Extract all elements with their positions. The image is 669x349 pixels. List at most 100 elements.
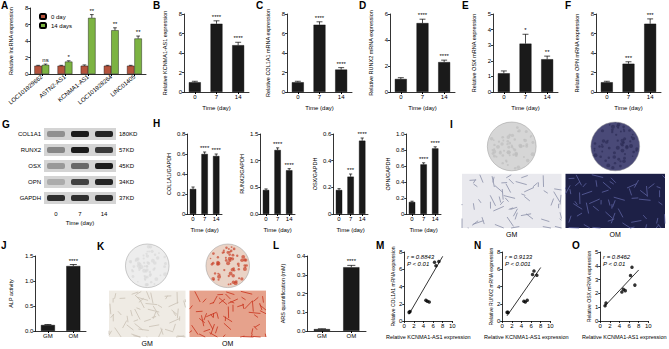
svg-text:****: ****	[419, 156, 429, 162]
svg-text:***: ***	[647, 12, 655, 18]
svg-text:**: **	[89, 8, 94, 14]
svg-text:Relative COL1A1 mRNA expressio: Relative COL1A1 mRNA expression	[265, 9, 271, 97]
svg-text:45KD: 45KD	[119, 163, 135, 169]
svg-text:4: 4	[497, 284, 501, 290]
svg-text:****: ****	[233, 35, 243, 41]
svg-text:10: 10	[547, 323, 554, 329]
svg-text:8: 8	[282, 11, 286, 17]
svg-text:Relative KCNMA1-AS1 expression: Relative KCNMA1-AS1 expression	[386, 334, 471, 340]
svg-text:8: 8	[399, 249, 403, 255]
svg-text:F: F	[565, 0, 571, 11]
svg-text:Relative OSX mRNA expression: Relative OSX mRNA expression	[471, 14, 477, 93]
svg-text:0: 0	[54, 211, 58, 217]
svg-text:2: 2	[591, 70, 595, 76]
svg-text:0: 0	[410, 216, 414, 222]
svg-text:Relative COL1A1 mRNA expressio: Relative COL1A1 mRNA expression	[390, 246, 396, 326]
svg-text:6: 6	[282, 31, 286, 37]
svg-text:OM: OM	[222, 340, 233, 347]
svg-text:0: 0	[605, 94, 609, 100]
svg-text:****: ****	[358, 131, 368, 137]
svg-text:H: H	[153, 118, 160, 129]
svg-text:14: 14	[286, 216, 293, 222]
svg-text:I: I	[450, 119, 453, 130]
svg-text:2: 2	[282, 70, 286, 76]
svg-text:Relative RUNX2 mRNA expression: Relative RUNX2 mRNA expression	[488, 247, 494, 325]
svg-text:0: 0	[385, 89, 389, 95]
svg-text:14: 14	[441, 94, 448, 100]
svg-text:GM: GM	[43, 333, 53, 339]
svg-text:GM: GM	[317, 333, 327, 339]
svg-text:K: K	[97, 241, 105, 252]
svg-text:0.4: 0.4	[297, 253, 306, 259]
svg-text:Time (day): Time (day)	[263, 227, 291, 233]
svg-text:**: **	[113, 21, 118, 27]
svg-text:Time (day): Time (day)	[614, 105, 642, 111]
svg-text:6: 6	[529, 323, 533, 329]
svg-text:1.0: 1.0	[25, 278, 34, 284]
svg-text:OPN/GAPDH: OPN/GAPDH	[385, 157, 391, 190]
svg-text:****: ****	[431, 140, 441, 146]
svg-text:8: 8	[539, 323, 543, 329]
svg-text:N: N	[474, 240, 481, 251]
svg-text:7: 7	[627, 94, 631, 100]
svg-text:**: **	[136, 29, 141, 35]
svg-text:Relative KCNMA1-AS1 expression: Relative KCNMA1-AS1 expression	[484, 334, 569, 340]
svg-text:4: 4	[422, 323, 426, 329]
svg-text:Relative OPN mRNA expression: Relative OPN mRNA expression	[574, 14, 580, 93]
svg-text:COL1A1/GAPDH: COL1A1/GAPDH	[166, 153, 172, 195]
svg-text:****: ****	[285, 162, 295, 168]
svg-text:5: 5	[488, 11, 492, 17]
svg-text:LINC01405: LINC01405	[109, 73, 137, 98]
svg-text:0.3: 0.3	[297, 272, 306, 278]
svg-text:0.2: 0.2	[396, 195, 405, 201]
svg-text:8: 8	[497, 249, 501, 255]
svg-text:0: 0	[501, 323, 505, 329]
svg-text:Time (day): Time (day)	[336, 227, 364, 233]
svg-text:7: 7	[215, 94, 219, 100]
svg-text:6: 6	[627, 323, 631, 329]
svg-text:****: ****	[315, 15, 325, 21]
svg-text:14: 14	[432, 216, 439, 222]
svg-text:6: 6	[385, 11, 389, 17]
svg-text:0.5: 0.5	[25, 303, 34, 309]
svg-text:ns: ns	[42, 57, 48, 63]
svg-text:Relative KCNMA1-AS1 expression: Relative KCNMA1-AS1 expression	[162, 11, 168, 96]
svg-text:Time (day): Time (day)	[409, 227, 437, 233]
svg-text:0: 0	[296, 94, 300, 100]
svg-text:Relative KCNMA1-AS1 expression: Relative KCNMA1-AS1 expression	[582, 334, 667, 340]
svg-text:2: 2	[497, 301, 501, 307]
svg-text:****: ****	[212, 147, 222, 153]
svg-text:0: 0	[337, 216, 341, 222]
svg-text:2: 2	[399, 301, 403, 307]
svg-text:0: 0	[282, 89, 286, 95]
svg-text:6: 6	[591, 31, 595, 37]
svg-text:4: 4	[179, 50, 183, 56]
svg-text:4: 4	[488, 27, 492, 33]
svg-text:0: 0	[599, 323, 603, 329]
svg-text:37KD: 37KD	[119, 195, 135, 201]
svg-text:r = 0.9133: r = 0.9133	[505, 254, 533, 260]
svg-text:0: 0	[399, 94, 403, 100]
svg-text:180KD: 180KD	[119, 131, 138, 137]
svg-text:Relative lncRNA expression: Relative lncRNA expression	[8, 7, 14, 75]
svg-text:0: 0	[403, 323, 407, 329]
svg-text:6: 6	[431, 323, 435, 329]
svg-text:0: 0	[328, 211, 332, 217]
svg-text:Time (day): Time (day)	[305, 105, 333, 111]
svg-text:2: 2	[412, 323, 416, 329]
svg-text:4: 4	[618, 323, 622, 329]
svg-text:P < 0.01: P < 0.01	[407, 261, 429, 267]
svg-text:7: 7	[422, 216, 426, 222]
svg-text:Time (day): Time (day)	[202, 105, 230, 111]
svg-text:7: 7	[276, 216, 280, 222]
svg-text:6: 6	[179, 31, 183, 37]
svg-text:Time (day): Time (day)	[190, 227, 218, 233]
svg-text:LOC101928264: LOC101928264	[77, 73, 114, 105]
svg-text:5: 5	[595, 249, 599, 255]
svg-text:r = 0.8462: r = 0.8462	[603, 254, 631, 260]
svg-text:ALP activity: ALP activity	[8, 279, 14, 308]
svg-text:7: 7	[318, 94, 322, 100]
svg-text:0.2: 0.2	[297, 291, 306, 297]
svg-text:E: E	[462, 0, 469, 11]
svg-text:0: 0	[264, 216, 268, 222]
